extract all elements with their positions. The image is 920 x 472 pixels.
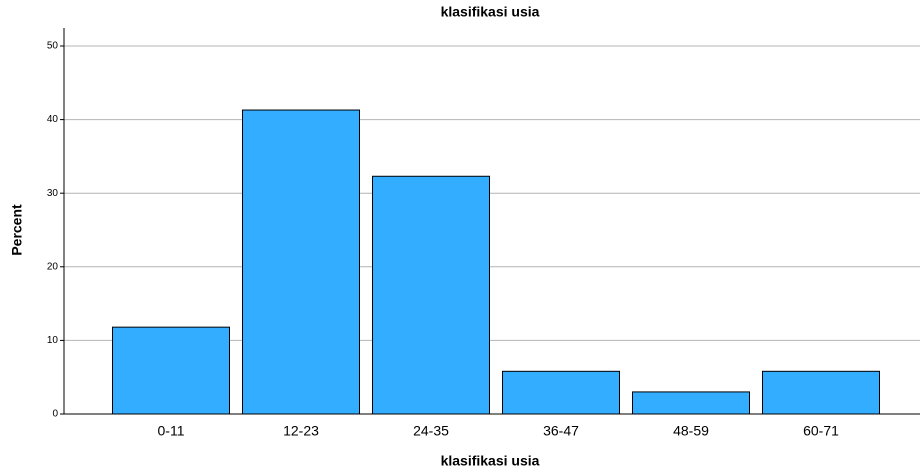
y-tick-label: 0	[52, 409, 58, 420]
x-tick-label: 60-71	[803, 423, 839, 439]
bar	[372, 175, 490, 415]
bar	[242, 109, 360, 415]
x-tick-label: 36-47	[543, 423, 579, 439]
bar	[762, 370, 880, 415]
y-tick-label: 40	[47, 114, 59, 125]
chart-title: klasifikasi usia	[441, 4, 540, 20]
y-tick-label: 20	[47, 261, 59, 272]
x-tick-label: 12-23	[283, 423, 319, 439]
bar	[112, 326, 230, 415]
x-tick-label: 48-59	[673, 423, 709, 439]
x-axis-label: klasifikasi usia	[441, 453, 540, 469]
x-tick-label: 24-35	[413, 423, 449, 439]
y-tick-label: 10	[47, 335, 59, 346]
y-tick-label: 50	[47, 41, 59, 52]
x-tick-label: 0-11	[158, 423, 185, 439]
bar	[632, 391, 750, 415]
y-axis-label: Percent	[9, 204, 25, 256]
y-tick-label: 30	[47, 188, 59, 199]
bar	[502, 370, 620, 415]
